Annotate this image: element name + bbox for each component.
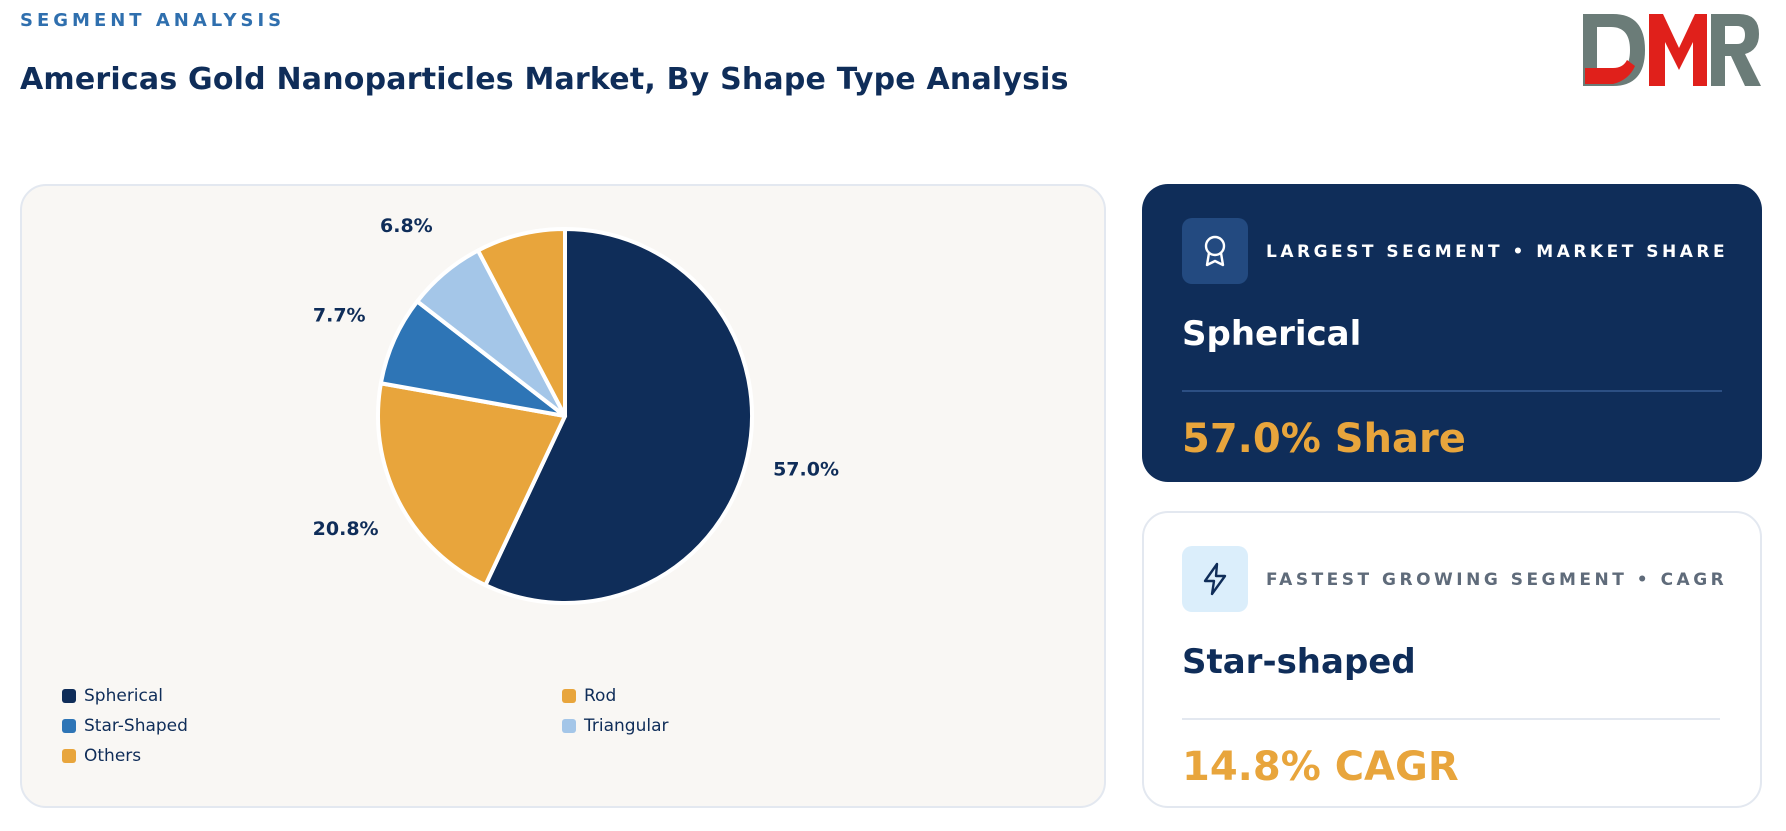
pie-labels: 57.0% 20.8% 7.7% 6.8% 7.7% (313, 186, 839, 540)
legend-label: Others (84, 746, 142, 766)
page-title: Americas Gold Nanoparticles Market, By S… (20, 62, 1069, 97)
legend-item-star-shaped: Star-Shaped (62, 716, 188, 736)
largest-segment-name: Spherical (1182, 314, 1362, 354)
largest-segment-label: LARGEST SEGMENT • MARKET SHARE (1266, 242, 1729, 262)
legend-item-triangular: Triangular (562, 716, 669, 736)
fastest-segment-value: 14.8% CAGR (1182, 744, 1459, 790)
legend-swatch (562, 719, 576, 733)
legend-label: Star-Shaped (84, 716, 188, 736)
legend-label: Triangular (584, 716, 669, 736)
fastest-segment-label: FASTEST GROWING SEGMENT • CAGR (1266, 570, 1728, 590)
slice-label-others: 7.7% (479, 186, 532, 187)
pie-slices (376, 227, 754, 605)
legend-swatch (62, 689, 76, 703)
largest-segment-value: 57.0% Share (1182, 416, 1466, 462)
legend-label: Rod (584, 686, 617, 706)
legend-item-others: Others (62, 746, 141, 766)
largest-segment-card: LARGEST SEGMENT • MARKET SHARE Spherical… (1142, 184, 1762, 482)
pie-chart: 57.0% 20.8% 7.7% 6.8% 7.7% (313, 186, 839, 605)
pie-slice-spherical (483, 227, 754, 605)
slice-label-rod: 20.8% (313, 518, 379, 540)
section-eyebrow: SEGMENT ANALYSIS (20, 10, 286, 31)
pie-slice-others (476, 227, 567, 418)
card-divider (1182, 718, 1720, 720)
dmr-logo (1583, 14, 1761, 86)
legend-swatch (62, 719, 76, 733)
legend-swatch (562, 689, 576, 703)
lightning-icon (1182, 546, 1248, 612)
pie-chart-card: 57.0% 20.8% 7.7% 6.8% 7.7% Spherical Rod Star-… (20, 184, 1106, 808)
slice-label-triangular: 6.8% (380, 215, 433, 237)
legend-swatch (62, 749, 76, 763)
fastest-segment-card: FASTEST GROWING SEGMENT • CAGR Star-shap… (1142, 511, 1762, 808)
card-divider (1182, 390, 1722, 392)
slice-label-star-shaped: 7.7% (313, 304, 366, 326)
slice-label-spherical: 57.0% (773, 458, 839, 480)
legend-label: Spherical (84, 686, 164, 706)
legend-item-rod: Rod (562, 686, 616, 706)
award-icon (1182, 218, 1248, 284)
pie-slice-rod (376, 381, 567, 588)
fastest-segment-name: Star-shaped (1182, 642, 1416, 682)
legend-item-spherical: Spherical (62, 686, 163, 706)
